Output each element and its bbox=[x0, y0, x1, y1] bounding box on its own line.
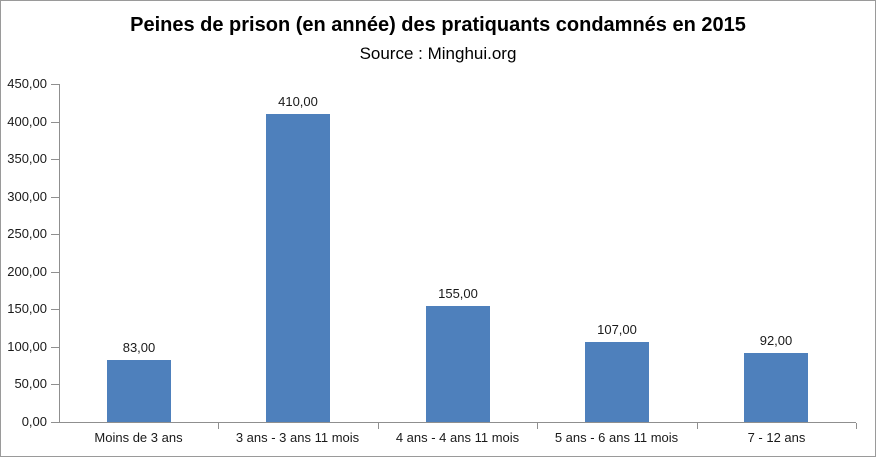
chart-subtitle: Source : Minghui.org bbox=[359, 44, 517, 63]
bar-value-label: 92,00 bbox=[759, 333, 793, 348]
y-axis-tick-label: 0,00 bbox=[21, 414, 47, 429]
bar bbox=[266, 114, 330, 422]
x-axis-category-label: 5 ans - 6 ans 11 mois bbox=[554, 430, 679, 445]
plot-area: 0,00 50,00 100,00 150,00 200,00 250,00 300,00 3… bbox=[7, 76, 857, 445]
y-axis-tick-label: 300,00 bbox=[7, 189, 47, 204]
x-axis-tick bbox=[697, 423, 698, 429]
bar bbox=[426, 306, 490, 422]
chart-title: Peines de prison (en année) des pratiqua… bbox=[130, 14, 746, 36]
y-axis-tick bbox=[51, 422, 59, 423]
x-axis-tick bbox=[856, 423, 857, 429]
y-axis-tick bbox=[51, 159, 59, 160]
x-axis-category-label: Moins de 3 ans bbox=[94, 430, 183, 445]
bar-value-label: 155,00 bbox=[438, 286, 478, 301]
x-axis-category-label: 7 - 12 ans bbox=[747, 430, 806, 445]
y-axis-tick bbox=[51, 384, 59, 385]
y-axis-tick-label: 250,00 bbox=[7, 226, 47, 241]
x-axis-tick bbox=[378, 423, 379, 429]
y-axis-tick-label: 450,00 bbox=[7, 76, 47, 91]
bar bbox=[744, 353, 808, 422]
x-axis-tick bbox=[537, 423, 538, 429]
y-axis-tick-label: 400,00 bbox=[7, 114, 47, 129]
bar bbox=[585, 342, 649, 422]
y-axis-tick bbox=[51, 234, 59, 235]
y-axis-tick-label: 50,00 bbox=[14, 376, 47, 391]
bar-value-label: 410,00 bbox=[278, 94, 318, 109]
y-axis-tick-label: 150,00 bbox=[7, 301, 47, 316]
y-axis-tick bbox=[51, 197, 59, 198]
bar bbox=[107, 360, 171, 422]
y-axis-line bbox=[59, 84, 60, 423]
bar-value-label: 83,00 bbox=[122, 340, 156, 355]
x-axis-line bbox=[59, 422, 856, 423]
y-axis-tick bbox=[51, 122, 59, 123]
x-axis-category-label: 4 ans - 4 ans 11 mois bbox=[395, 430, 520, 445]
y-axis-tick bbox=[51, 347, 59, 348]
y-axis-tick-label: 100,00 bbox=[7, 339, 47, 354]
y-axis-tick-label: 350,00 bbox=[7, 151, 47, 166]
y-axis-tick-label: 200,00 bbox=[7, 264, 47, 279]
y-axis-tick bbox=[51, 272, 59, 273]
y-axis-tick bbox=[51, 84, 59, 85]
y-axis-tick bbox=[51, 309, 59, 310]
bar-value-label: 107,00 bbox=[597, 322, 637, 337]
x-axis-tick bbox=[218, 423, 219, 429]
x-axis-category-label: 3 ans - 3 ans 11 mois bbox=[235, 430, 360, 445]
